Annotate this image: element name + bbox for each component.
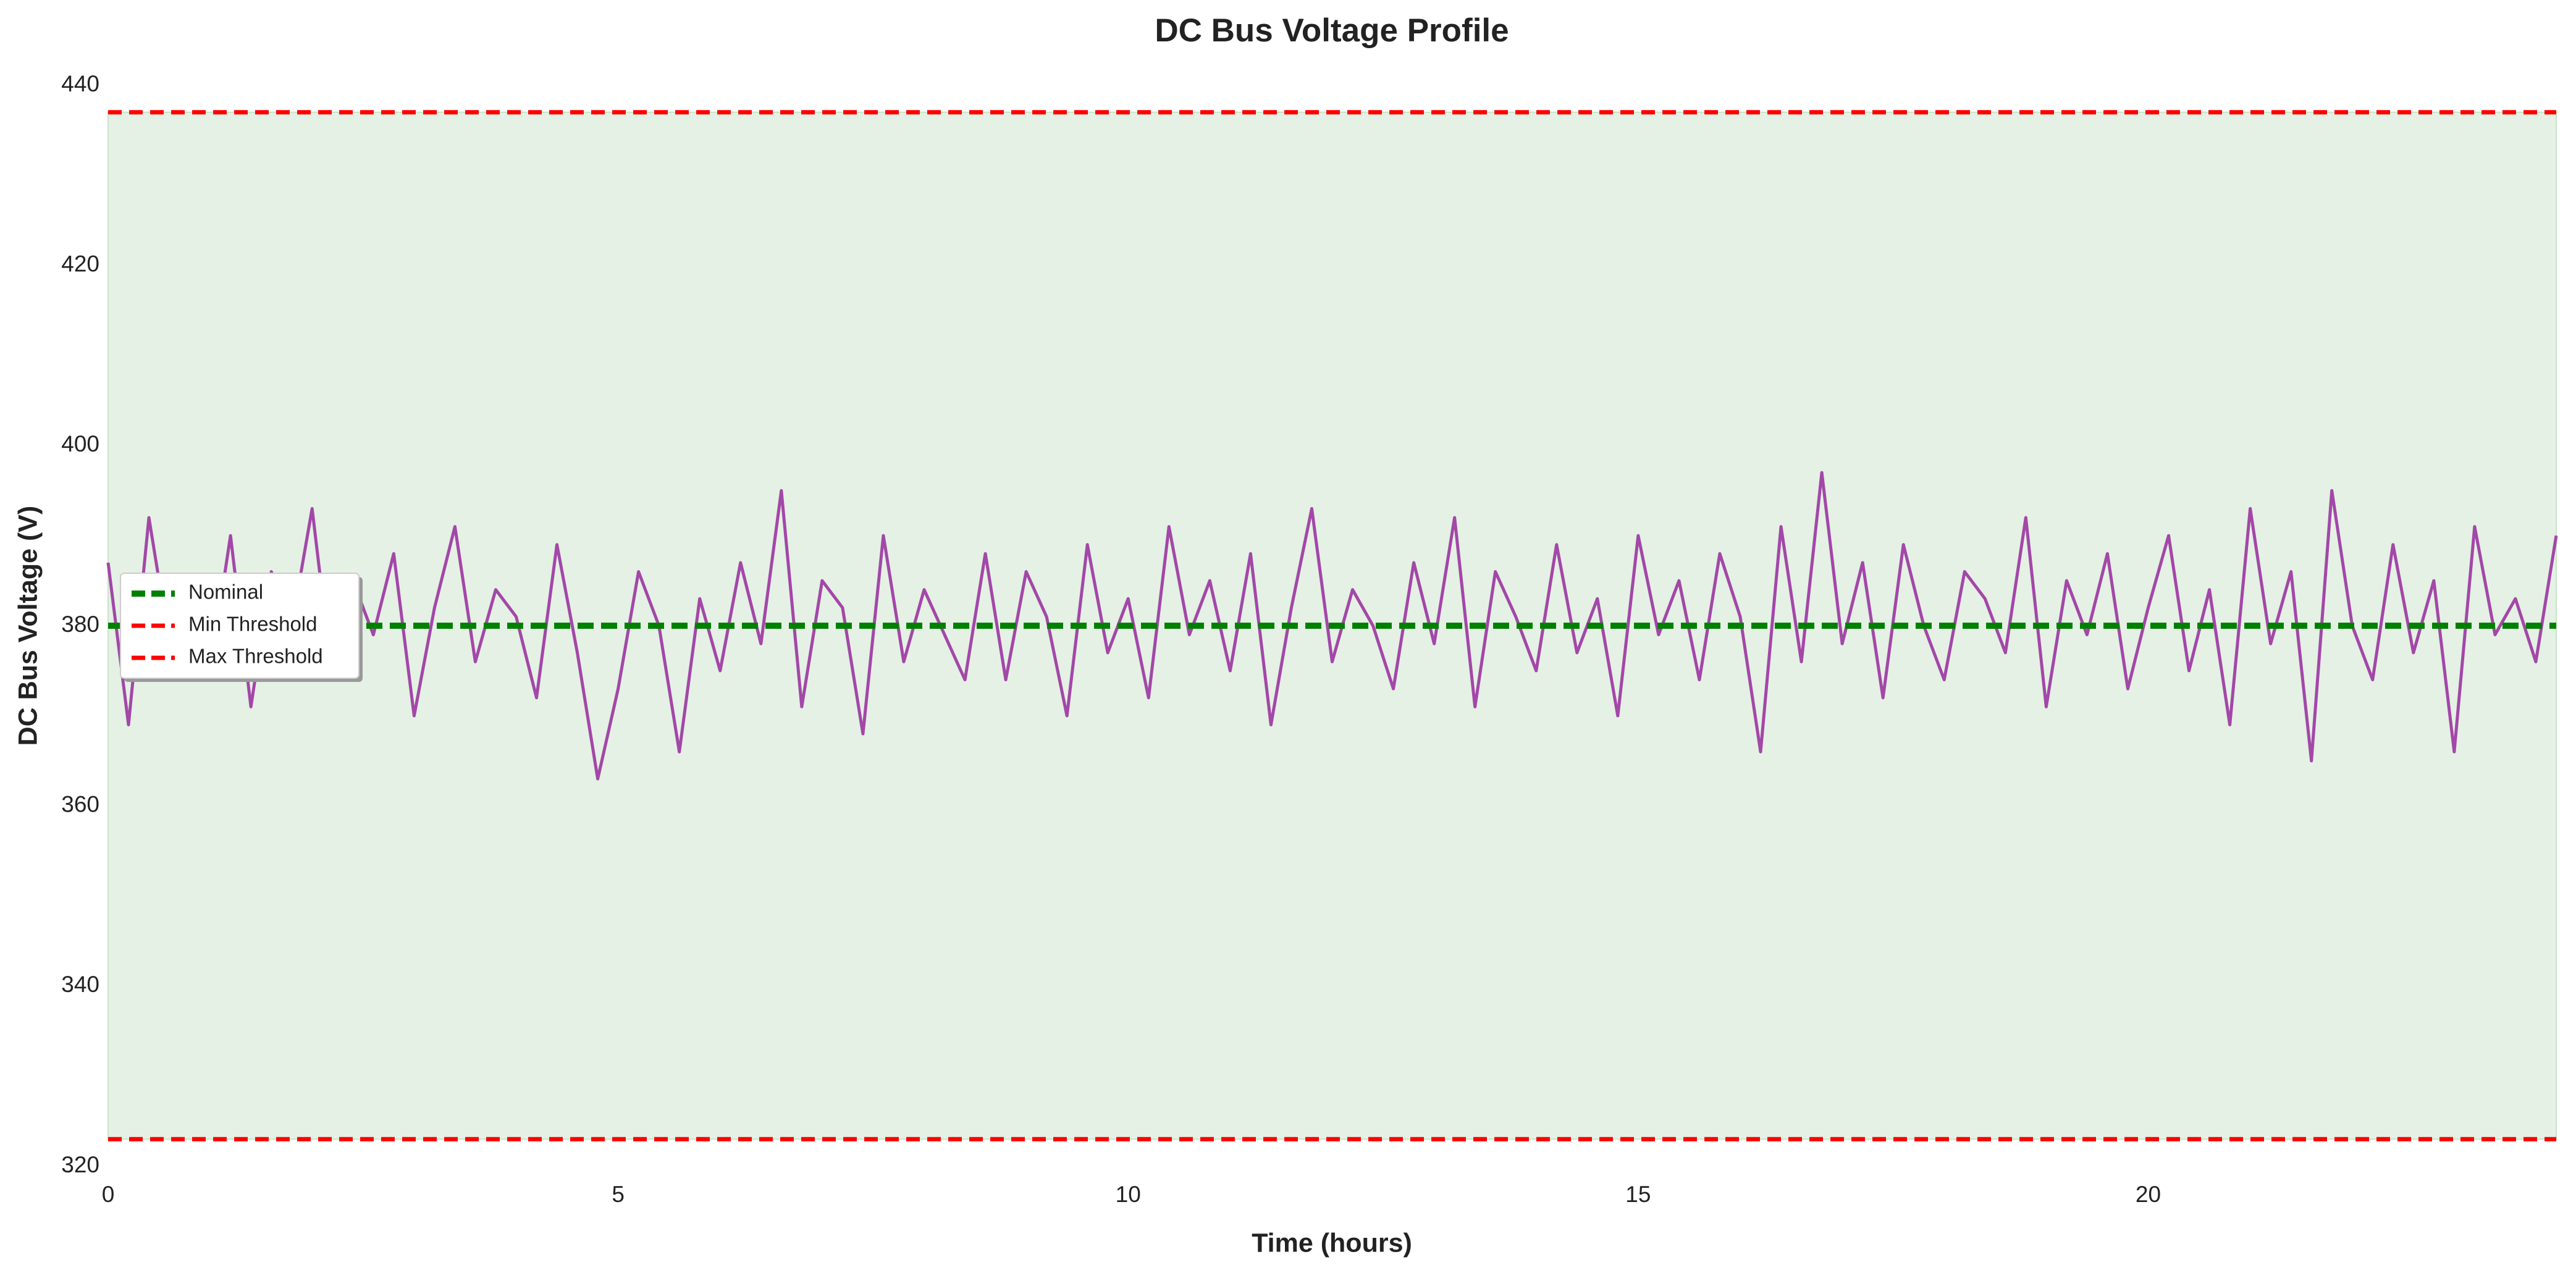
x-tick-label: 10 bbox=[1116, 1182, 1141, 1207]
x-tick-label: 20 bbox=[2136, 1182, 2161, 1207]
legend-label: Nominal bbox=[188, 581, 263, 603]
legend: Nominal Min Threshold Max Threshold bbox=[120, 573, 363, 682]
voltage-line bbox=[106, 471, 2558, 781]
x-tick-label: 15 bbox=[1625, 1182, 1651, 1207]
y-tick-label: 380 bbox=[61, 612, 99, 637]
legend-box bbox=[120, 573, 360, 679]
x-axis-label: Time (hours) bbox=[1252, 1228, 1412, 1258]
y-tick-label: 440 bbox=[61, 71, 99, 96]
y-tick-label: 420 bbox=[61, 251, 99, 276]
y-axis-label: DC Bus Voltage (V) bbox=[13, 506, 43, 746]
x-tick-label: 5 bbox=[612, 1182, 625, 1207]
y-tick-label: 320 bbox=[61, 1152, 99, 1177]
y-tick-label: 360 bbox=[61, 791, 99, 817]
y-tick-label: 340 bbox=[61, 972, 99, 997]
legend-label: Min Threshold bbox=[188, 613, 318, 636]
legend-label: Max Threshold bbox=[188, 645, 323, 668]
x-tick-label: 0 bbox=[102, 1182, 115, 1207]
chart-title: DC Bus Voltage Profile bbox=[1155, 12, 1509, 49]
y-tick-label: 400 bbox=[61, 431, 99, 456]
